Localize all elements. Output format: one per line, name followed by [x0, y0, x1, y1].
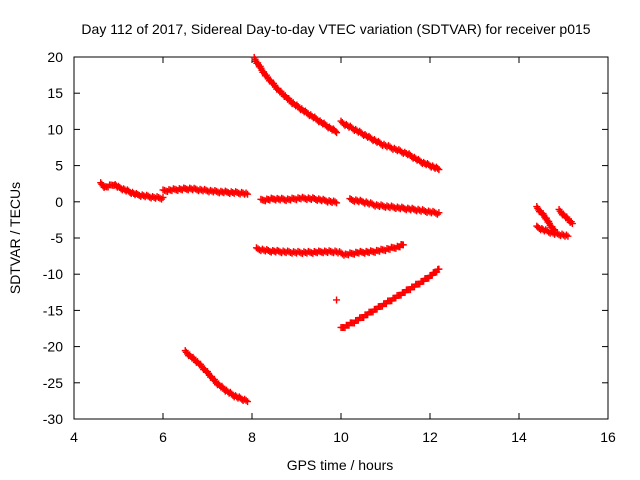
- data-point: [434, 164, 442, 172]
- data-point: [562, 231, 570, 239]
- x-axis-label: GPS time / hours: [287, 457, 394, 473]
- x-tick-label: 8: [248, 429, 256, 445]
- y-tick-label: 20: [47, 49, 63, 65]
- data-point: [435, 209, 443, 217]
- data-point: [564, 232, 572, 240]
- data-point: [244, 190, 252, 198]
- series-1: [97, 179, 167, 203]
- series-8: [252, 241, 407, 259]
- axes: 4 6 8 10 12 14 16 -30 -25 -20 -15 -10 -5 0 5 10 15 20: [43, 49, 616, 445]
- plot-frame: [73, 56, 609, 420]
- x-tick-label: 12: [422, 429, 438, 445]
- data-point: [159, 193, 167, 201]
- data-point: [331, 127, 339, 135]
- y-tick-label: 5: [55, 158, 63, 174]
- y-tick-label: -5: [51, 230, 64, 246]
- data-point: [331, 198, 339, 206]
- x-tick-label: 4: [70, 429, 78, 445]
- data-point: [242, 396, 250, 404]
- data-point: [333, 296, 341, 304]
- y-tick-label: -25: [43, 375, 63, 391]
- x-tick-label: 16: [600, 429, 616, 445]
- series-9: [337, 265, 443, 332]
- series-3: [181, 347, 252, 406]
- series-10: [333, 296, 341, 304]
- chart-title: Day 112 of 2017, Sidereal Day-to-day VTE…: [81, 21, 590, 37]
- x-tick-label: 14: [511, 429, 527, 445]
- y-tick-label: 0: [55, 194, 63, 210]
- data-point: [568, 220, 576, 228]
- series-5: [337, 117, 443, 174]
- data-point: [435, 166, 443, 174]
- series-2: [159, 184, 252, 198]
- y-tick-label: 10: [47, 121, 63, 137]
- y-tick-label: -20: [43, 339, 63, 355]
- series-12: [533, 222, 572, 240]
- x-tick-label: 10: [333, 429, 349, 445]
- series-4: [250, 53, 341, 137]
- series-13: [555, 205, 576, 228]
- y-tick-label: 15: [47, 85, 63, 101]
- y-axis-label: SDTVAR / TECUs: [7, 182, 23, 294]
- data-point: [333, 199, 341, 207]
- data-point: [399, 241, 407, 249]
- data-points: [97, 53, 576, 406]
- data-point: [333, 129, 341, 137]
- series-7: [346, 195, 443, 218]
- data-point: [433, 210, 441, 218]
- data-point: [242, 189, 250, 197]
- y-tick-label: -30: [43, 411, 63, 427]
- data-point: [158, 195, 166, 203]
- data-point: [244, 398, 252, 406]
- y-tick-label: -15: [43, 302, 63, 318]
- data-point: [435, 265, 443, 273]
- series-6: [257, 193, 341, 207]
- y-tick-label: -10: [43, 266, 63, 282]
- x-tick-label: 6: [159, 429, 167, 445]
